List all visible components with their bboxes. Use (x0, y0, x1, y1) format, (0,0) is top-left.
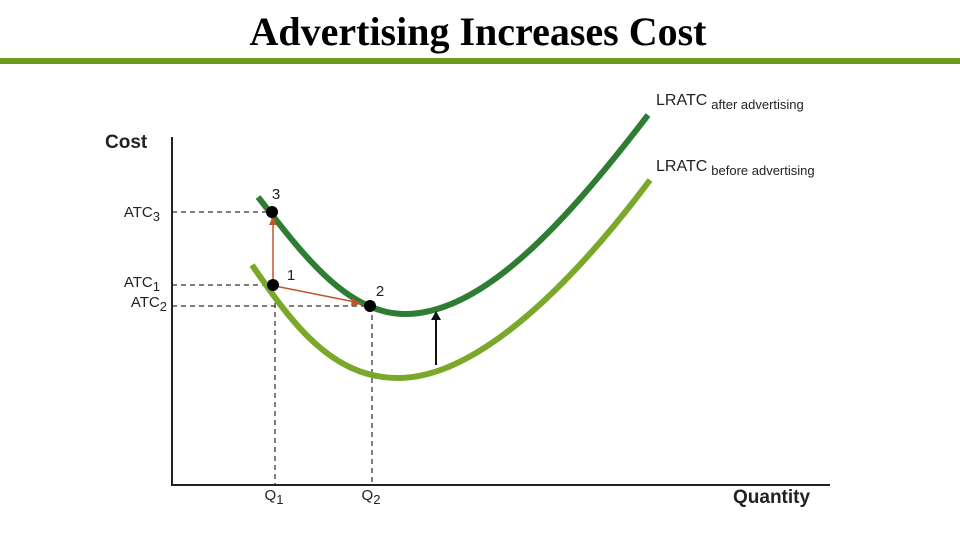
label-sub: 1 (153, 279, 160, 294)
label-sub: after advertising (711, 97, 804, 112)
arrows (269, 216, 362, 306)
shift-arrow (431, 311, 441, 365)
curve-before (249, 178, 653, 382)
guide-lines (172, 211, 373, 485)
y-level-label: ATC3 (124, 204, 160, 224)
label-sub: 2 (160, 299, 167, 314)
label-sub: 1 (276, 492, 283, 507)
label-base: LRATC (656, 158, 707, 175)
x-axis-label: Quantity (733, 487, 810, 508)
point (267, 279, 279, 291)
title-rule (0, 58, 960, 64)
y-axis-label: Cost (105, 132, 148, 153)
point-label: 3 (272, 186, 280, 203)
label-sub: 2 (373, 492, 380, 507)
curve-after (255, 113, 651, 318)
point (364, 300, 376, 312)
label-base: Q (265, 487, 277, 504)
curve-label: LRATC after advertising (656, 92, 804, 112)
label-sub: before advertising (711, 163, 814, 178)
y-level-label: ATC1 (124, 274, 160, 294)
curve-label: LRATC before advertising (656, 158, 815, 178)
label-base: ATC (124, 274, 153, 291)
label-base: ATC (124, 204, 153, 221)
slide-title: Advertising Increases Cost (249, 9, 707, 54)
point-label: 2 (376, 283, 384, 300)
x-level-label: Q2 (362, 487, 381, 507)
label-base: Q (362, 487, 374, 504)
y-level-label: ATC2 (131, 294, 167, 314)
x-level-label: Q1 (265, 487, 284, 507)
point-label: 1 (287, 267, 295, 284)
label-base: LRATC (656, 92, 707, 109)
label-sub: 3 (153, 209, 160, 224)
label-base: ATC (131, 294, 160, 311)
point (266, 206, 278, 218)
